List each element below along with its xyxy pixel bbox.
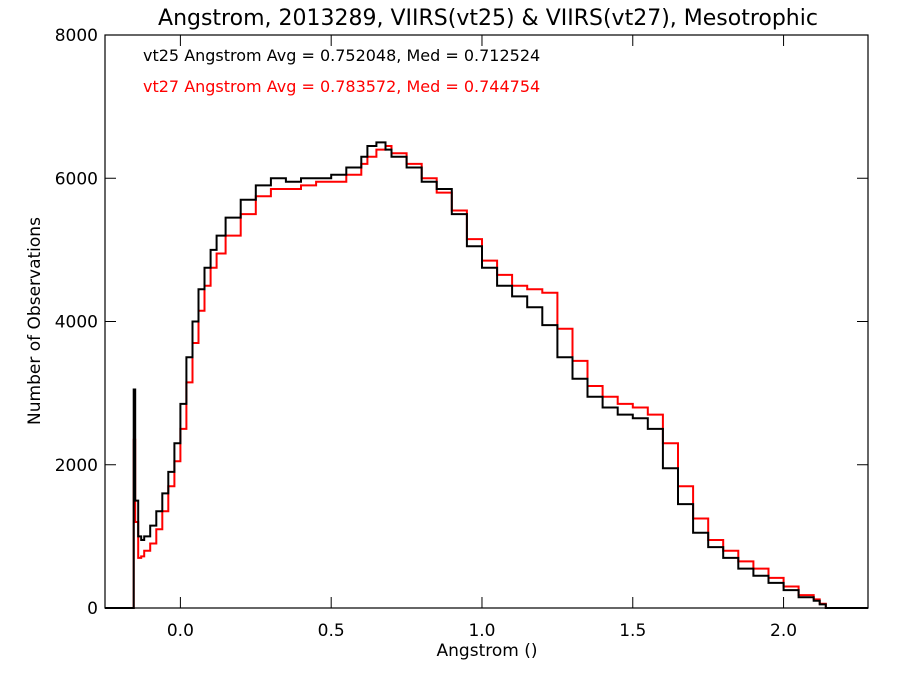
y-tick-label: 2000 (55, 456, 98, 476)
x-tick-label: 1.0 (468, 621, 495, 641)
chart-title: Angstrom, 2013289, VIIRS(vt25) & VIIRS(v… (158, 6, 818, 31)
y-tick-label: 6000 (55, 169, 98, 189)
y-tick-label: 4000 (55, 313, 98, 333)
x-tick-label: 2.0 (770, 621, 797, 641)
x-tick-label: 0.5 (318, 621, 345, 641)
ticks-layer: 0.0 0.5 1.0 1.5 2.0 0 2000 4000 6000 8000 (55, 26, 868, 641)
x-tick-label: 1.5 (619, 621, 646, 641)
y-tick-label: 8000 (55, 26, 98, 46)
series-layer (105, 141, 868, 609)
x-axis-label: Angstrom () (437, 641, 538, 661)
y-tick-label: 0 (87, 599, 98, 619)
y-axis-label: Number of Observations (25, 217, 45, 425)
annotation-vt27: vt27 Angstrom Avg = 0.783572, Med = 0.74… (143, 77, 540, 96)
x-tick-label: 0.0 (167, 621, 194, 641)
series-line-vt25 (105, 141, 868, 609)
annotation-vt25: vt25 Angstrom Avg = 0.752048, Med = 0.71… (143, 46, 540, 65)
